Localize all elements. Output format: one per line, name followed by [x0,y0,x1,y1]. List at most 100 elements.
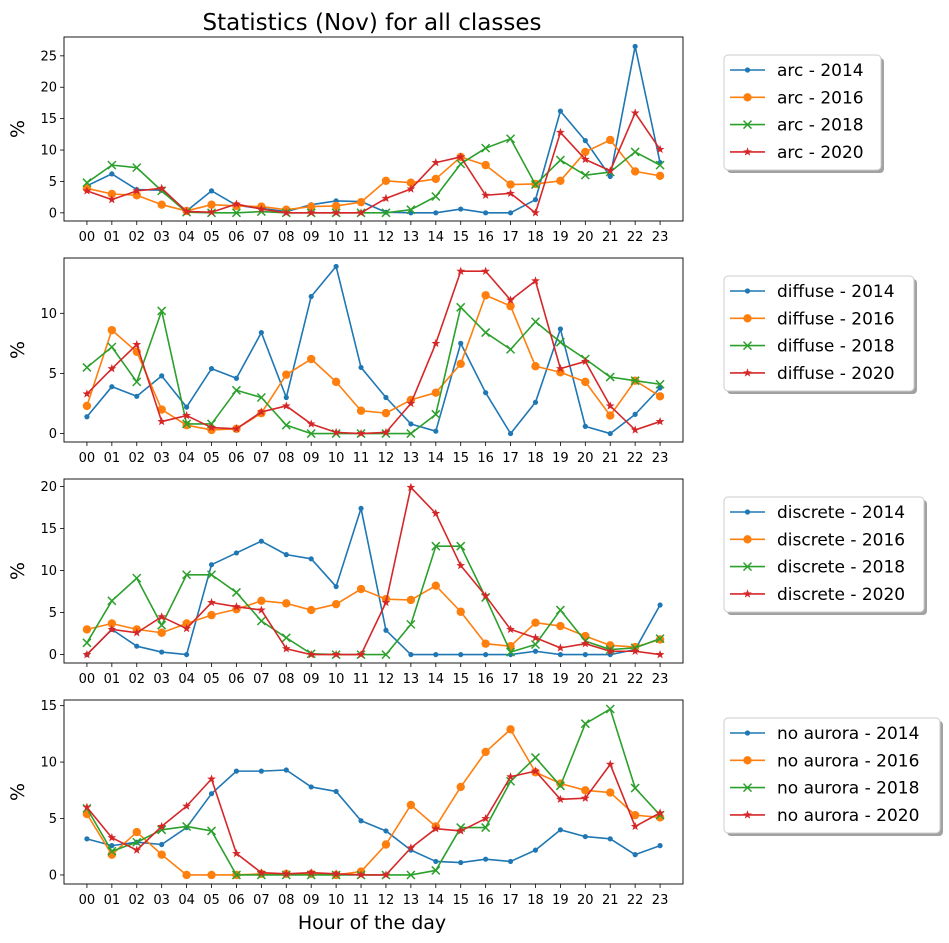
data-point [356,208,366,217]
legend-entry: arc - 2018 [730,116,864,136]
data-point [132,573,142,583]
data-point [458,206,464,212]
data-point [256,868,266,877]
x-tick-label: 17 [502,893,519,908]
data-point [281,420,291,430]
data-point [331,599,341,609]
data-point [433,428,439,434]
x-tick-label: 04 [178,893,195,908]
data-point [657,602,663,608]
data-point [84,836,90,842]
data-point [207,610,216,620]
x-tick-label: 20 [577,893,594,908]
series-discrete-3 [82,482,665,659]
legend-label: arc - 2016 [777,88,864,108]
data-point [655,160,665,170]
data-point [532,197,539,203]
data-point [82,638,92,648]
data-point [331,650,341,659]
x-tick-label: 09 [303,451,320,466]
series-line [86,728,661,876]
data-point [607,430,613,437]
series-arc-1 [82,135,665,216]
data-point [481,591,491,600]
data-point [530,753,541,763]
series-arc-0 [84,43,663,216]
data-point [655,808,665,817]
series-line [86,294,661,431]
data-point [231,587,241,597]
data-point [506,188,515,198]
y-tick-label: 0 [49,648,57,663]
x-tick-label: 14 [428,451,445,466]
data-point [481,190,491,199]
data-point [630,147,640,157]
legend-label: discrete - 2018 [777,558,905,578]
x-tick-label: 13 [403,893,420,908]
x-tick-label: 18 [527,451,544,466]
data-point [458,651,464,658]
series-no-aurora-2 [82,704,665,880]
data-point [207,870,216,880]
data-point [655,634,665,644]
x-tick-label: 13 [403,230,420,245]
data-point [555,155,565,165]
data-point [282,599,291,608]
data-point [381,597,391,607]
x-tick-label: 16 [477,230,494,245]
data-point [580,719,590,729]
data-point [358,505,364,512]
data-point [207,200,216,209]
data-point [556,621,565,631]
data-point [582,138,588,144]
series-line [86,265,661,435]
plot-frame [63,478,684,664]
data-point [431,191,441,202]
data-point [82,401,92,411]
data-point [358,364,364,371]
data-point [506,772,515,781]
x-tick-label: 22 [627,230,644,245]
data-point [132,827,141,837]
data-point [107,195,117,204]
data-point [406,595,416,605]
y-tick-label: 15 [40,522,57,537]
data-point [580,793,590,802]
legend-label: arc - 2018 [777,116,864,136]
legend-marker [742,120,753,130]
x-tick-label: 23 [652,893,669,908]
legend-marker [742,783,753,793]
x-tick-label: 19 [552,672,569,687]
data-point [281,644,291,653]
data-point [483,210,489,216]
x-tick-label: 09 [303,230,320,245]
data-point [82,362,92,372]
data-point [383,828,389,834]
data-point [456,607,465,616]
legend-entry: diffuse - 2018 [730,337,895,357]
data-point [333,263,339,270]
data-point [582,833,588,840]
data-point [132,339,142,349]
x-tick-label: 01 [104,893,121,908]
legend-marker [744,67,751,73]
legend-marker [744,730,751,736]
data-point [605,166,615,175]
data-point [358,818,364,824]
data-point [406,619,416,629]
data-point [231,870,241,880]
x-tick-label: 05 [203,672,220,687]
x-tick-label: 14 [428,893,445,908]
x-tick-label: 14 [428,230,445,245]
x-tick-label: 12 [378,451,395,466]
data-point [381,208,391,218]
x-tick-label: 17 [502,451,519,466]
series-diffuse-3 [82,266,665,438]
data-point [381,408,391,418]
series-discrete-1 [82,581,665,652]
data-point [233,768,240,774]
x-tick-label: 03 [153,451,170,466]
data-point [630,108,640,117]
data-point [157,306,167,316]
